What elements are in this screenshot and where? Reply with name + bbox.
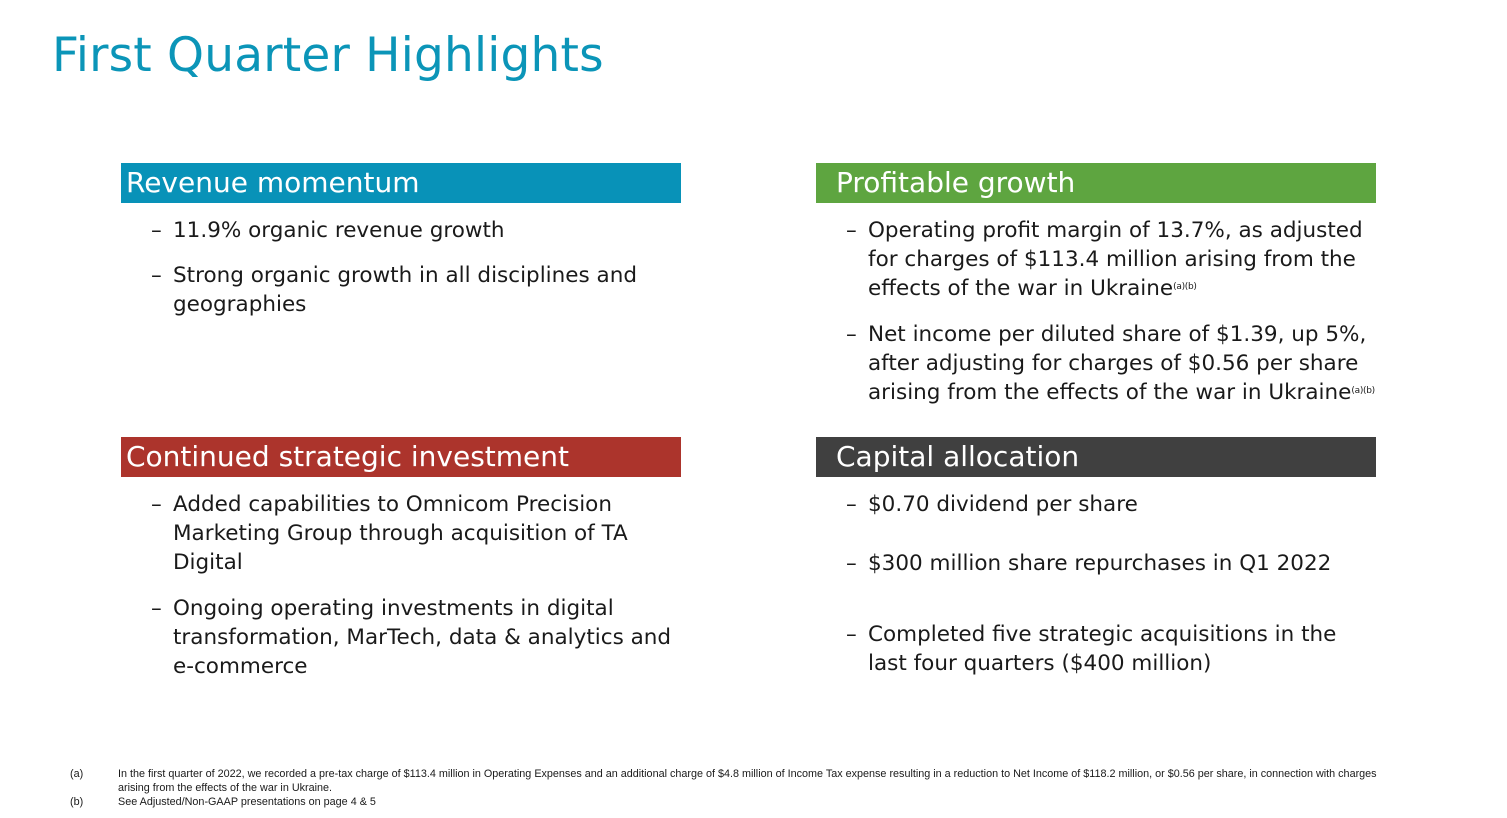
strategic-investment-section: Continued strategic investment – Added c… — [121, 437, 681, 697]
footnote-reference: (a)(b) — [1173, 282, 1197, 292]
investment-bullet-2: – Ongoing operating investments in digit… — [151, 594, 681, 681]
bullet-text: Operating profit margin of 13.7%, as adj… — [868, 218, 1363, 301]
footnote-label: (b) — [70, 796, 84, 808]
footnote-reference: (a)(b) — [1351, 386, 1375, 396]
bullet-dash: – — [151, 218, 162, 243]
capital-bullet-3: – Completed five strategic acquisitions … — [846, 620, 1376, 678]
bullet-text: Strong organic growth in all disciplines… — [173, 263, 637, 317]
revenue-bullet-2: – Strong organic growth in all disciplin… — [151, 261, 681, 319]
page-title: First Quarter Highlights — [52, 28, 604, 83]
bullet-text: $0.70 dividend per share — [868, 492, 1138, 517]
bullet-text: $300 million share repurchases in Q1 202… — [868, 551, 1332, 576]
strategic-investment-header: Continued strategic investment — [121, 437, 681, 477]
bullet-dash: – — [846, 622, 857, 647]
footnote-label: (a) — [70, 768, 84, 780]
profit-bullet-1: – Operating profit margin of 13.7%, as a… — [846, 216, 1376, 303]
footnote-a: (a) In the first quarter of 2022, we rec… — [70, 768, 1400, 795]
profitable-growth-header: Profitable growth — [816, 163, 1376, 203]
capital-allocation-header: Capital allocation — [816, 437, 1376, 477]
bullet-text: Net income per diluted share of $1.39, u… — [868, 322, 1367, 405]
profitable-growth-section: Profitable growth – Operating profit mar… — [816, 163, 1376, 423]
revenue-momentum-header: Revenue momentum — [121, 163, 681, 203]
bullet-text: Added capabilities to Omnicom Precision … — [173, 492, 628, 575]
footnote-b: (b) See Adjusted/Non-GAAP presentations … — [70, 796, 1400, 810]
bullet-text: 11.9% organic revenue growth — [173, 218, 505, 243]
bullet-text: Completed five strategic acquisitions in… — [868, 622, 1337, 676]
bullet-dash: – — [846, 551, 857, 576]
bullet-dash: – — [846, 322, 857, 347]
bullet-dash: – — [151, 492, 162, 517]
profit-bullet-2: – Net income per diluted share of $1.39,… — [846, 320, 1376, 407]
revenue-bullet-1: – 11.9% organic revenue growth — [151, 216, 681, 245]
capital-bullet-1: – $0.70 dividend per share — [846, 490, 1376, 519]
bullet-text: Ongoing operating investments in digital… — [173, 596, 672, 679]
bullet-dash: – — [846, 218, 857, 243]
footnote-text: In the first quarter of 2022, we recorde… — [118, 768, 1377, 794]
capital-allocation-section: Capital allocation – $0.70 dividend per … — [816, 437, 1376, 697]
capital-bullet-2: – $300 million share repurchases in Q1 2… — [846, 549, 1376, 578]
bullet-dash: – — [846, 492, 857, 517]
revenue-momentum-section: Revenue momentum – 11.9% organic revenue… — [121, 163, 681, 363]
bullet-dash: – — [151, 263, 162, 288]
investment-bullet-1: – Added capabilities to Omnicom Precisio… — [151, 490, 681, 577]
footnote-text: See Adjusted/Non-GAAP presentations on p… — [118, 796, 376, 808]
bullet-dash: – — [151, 596, 162, 621]
footnotes: (a) In the first quarter of 2022, we rec… — [70, 768, 1400, 811]
